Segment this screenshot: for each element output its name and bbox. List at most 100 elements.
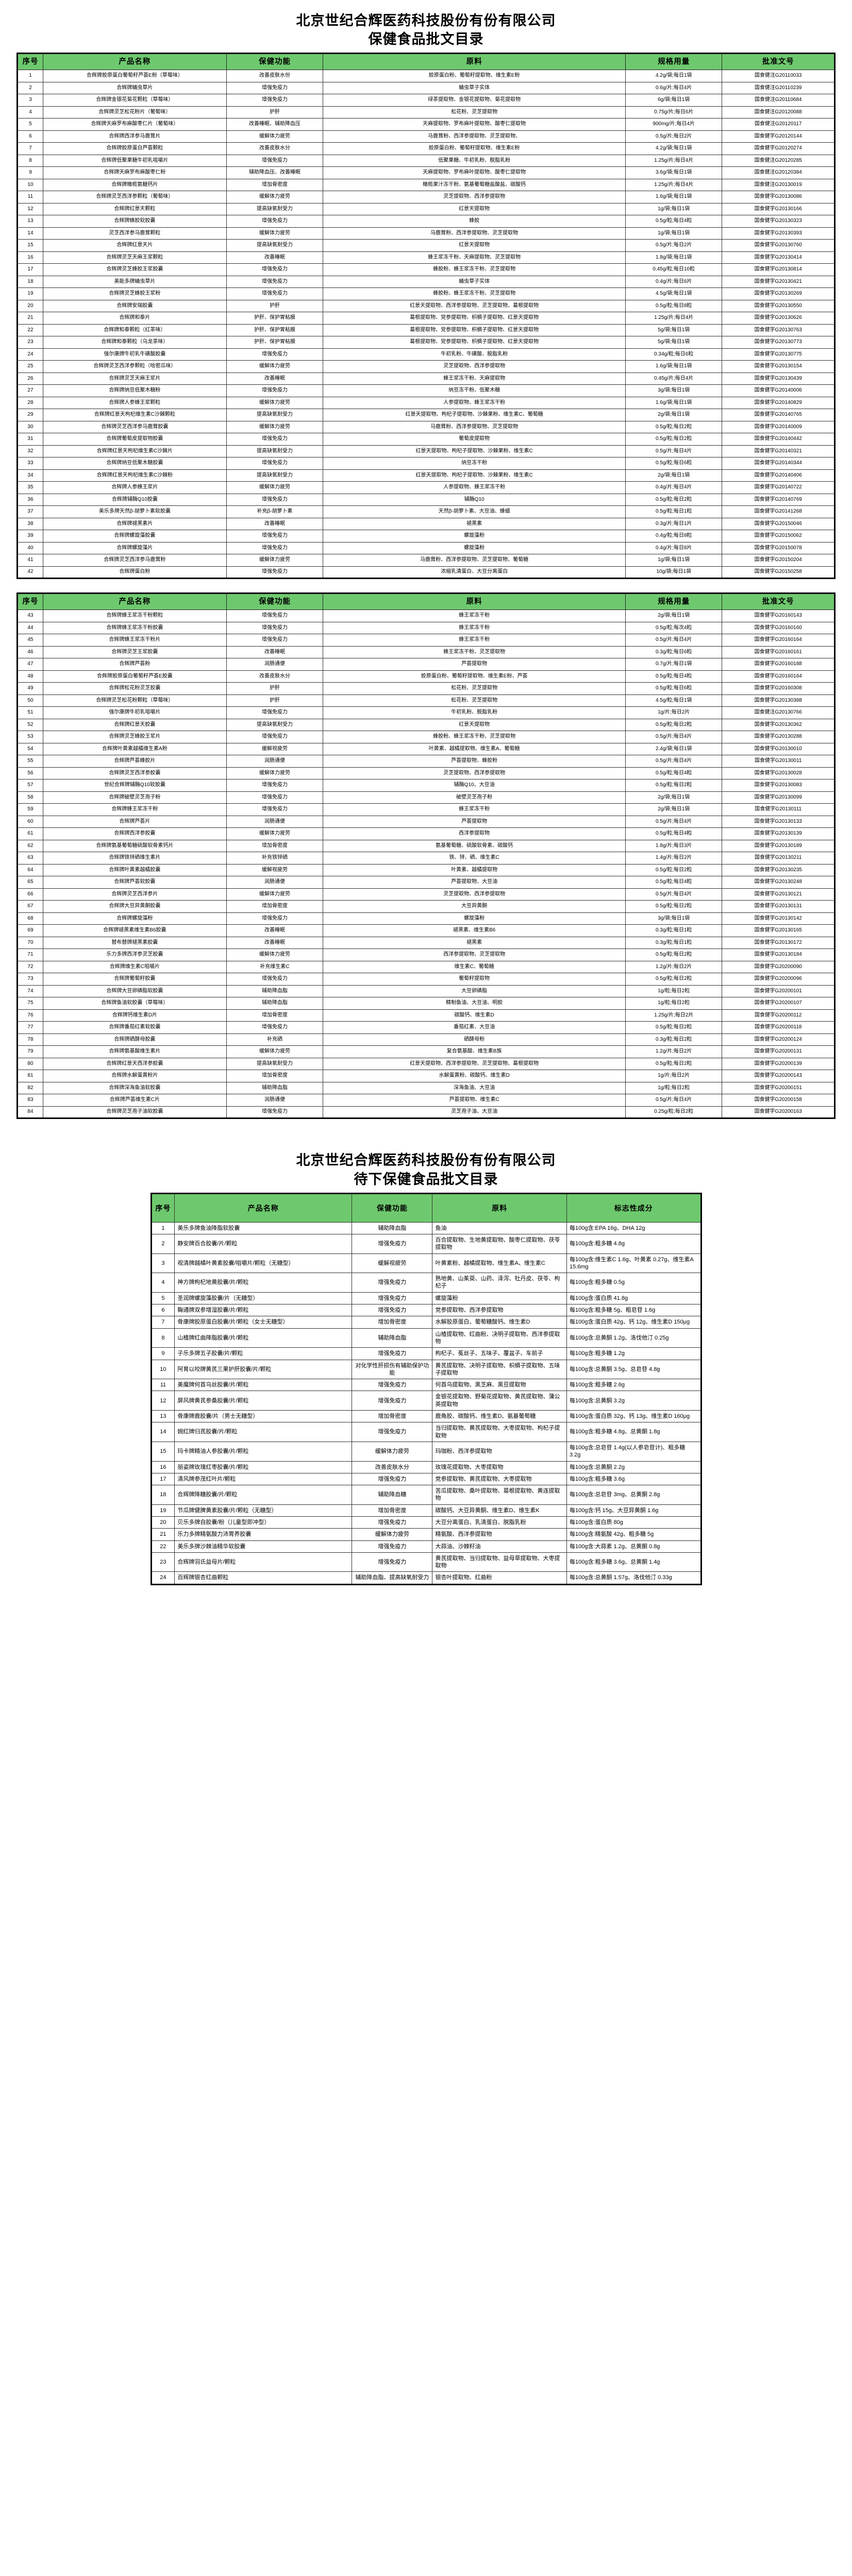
cell-spec-dosage: 1.6g/袋;每日1袋	[625, 191, 723, 204]
cell-raw-material: 马鹿茸粉、西洋参提取物、灵芝提取物、葡萄糖	[323, 554, 626, 567]
cell-health-function: 缓解体力疲劳	[226, 396, 324, 410]
cell-index: 38	[17, 517, 43, 531]
cell-health-function: 补充维生素C	[226, 960, 324, 974]
cell-index: 83	[17, 1094, 43, 1107]
cell-index: 20	[17, 299, 43, 313]
cell-spec-dosage: 1g/粒;每日2粒	[625, 985, 723, 998]
cell-product-name: 合辉牌螺旋藻粉	[42, 912, 227, 925]
cell-raw-material: 葡萄籽提取物	[323, 973, 626, 986]
table-row: 35 合辉牌人参蜂王浆片 缓解体力疲劳 人参提取物、蜂王浆冻干粉 0.4g/片;每日4片…	[17, 481, 835, 494]
table-row: 46 合辉牌灵芝王浆胶囊 改善睡眠 蜂王浆冻干粉、灵芝提取物 0.3g/粒;每日6粒 国食…	[17, 646, 835, 659]
cell-raw-material: 熟地黄、山茱萸、山药、泽泻、牡丹皮、茯苓、枸杞子	[432, 1273, 567, 1293]
cell-spec-dosage: 2.4g/袋;每日1袋	[625, 742, 723, 756]
cell-raw-material: 纳豆冻干粉、低聚木糖	[323, 384, 626, 397]
cell-spec-dosage: 0.5g/粒;每日4粒	[625, 767, 723, 780]
cell-marker-component: 每100g含:粗多糖 3.6g	[566, 1472, 701, 1486]
cell-health-function: 润肠通便	[226, 1094, 324, 1107]
cell-product-name: 合辉牌灵芝蜂胶王浆粉	[42, 287, 227, 300]
cell-product-name: 合辉牌红景天枸杞维生素C沙棘片	[42, 445, 227, 458]
cell-product-name: 合辉牌螺旋藻片	[42, 541, 227, 555]
cell-index: 76	[17, 1009, 43, 1022]
cell-health-function: 辅助降血脂、提高缺氧耐受力	[352, 1571, 433, 1585]
cell-health-function: 增加骨密度	[226, 1070, 324, 1082]
cell-product-name: 合辉牌番茄红素软胶囊	[42, 1021, 227, 1034]
table-row: 6 合辉牌西洋参马鹿茸片 缓解体力疲劳 马鹿茸粉、西洋参提取物、灵芝提取物、 0.5g/…	[17, 130, 835, 143]
cell-approval-number: 国食健字G20200096	[722, 973, 835, 986]
cell-product-name: 合辉牌胶原蛋白葡萄籽芦荟E胶囊	[42, 670, 227, 683]
cell-marker-component: 每100g含:粗多糖 2.6g	[566, 1379, 701, 1392]
table-row: 9 合辉牌天麻罗布麻酸枣仁粉 辅助降血压、改善睡眠 天麻提取物、罗布麻叶提取物、酸枣仁…	[17, 166, 835, 179]
cell-index: 37	[17, 505, 43, 518]
table-row: 30 合辉牌灵芝西洋参马鹿茸胶囊 缓解体力疲劳 马鹿茸粉、西洋参提取物、灵芝提取物 0.…	[17, 420, 835, 434]
cell-product-name: 合辉牌纳豆低聚木糖粉	[42, 384, 227, 397]
cell-approval-number: 国食健字G20160143	[722, 609, 835, 622]
cell-product-name: 合辉牌羽氏益母片/颗粒	[174, 1552, 353, 1572]
cell-index: 75	[17, 997, 43, 1010]
cell-approval-number: 国食健字G20130165	[722, 924, 835, 937]
cell-raw-material: 复合氨基酸、维生素B族	[323, 1045, 626, 1058]
cell-product-name: 合辉牌橄榄氨糖钙片	[42, 178, 227, 192]
cell-product-name: 合辉牌天麻罗布麻酸枣仁片（葡萄味）	[42, 118, 227, 131]
cell-health-function: 缓解体力疲劳	[226, 130, 324, 143]
cell-spec-dosage: 0.5g/粒;每日4粒	[625, 876, 723, 889]
cell-approval-number: 国食健字G20130288	[722, 731, 835, 743]
cell-approval-number: 国食健字G20130362	[722, 718, 835, 732]
section-a-title-line-1: 北京世纪合辉医药科技股份有份有限公司	[296, 13, 556, 28]
table-row: 26 合辉牌灵芝天麻王浆片 改善睡眠 蜂王浆冻干粉、天麻提取物 0.45g/片;每日4片…	[17, 372, 835, 385]
cell-spec-dosage: 0.5g/粒;每日4粒	[625, 670, 723, 683]
cell-index: 25	[17, 360, 43, 373]
cell-health-function: 缓解体力疲劳	[352, 1528, 433, 1541]
table-row: 53 合辉牌灵芝蜂胶王浆片 增强免疫力 蜂胶粉、蜂王浆冻干粉、灵芝提取物 0.5g/片;…	[17, 731, 835, 743]
cell-marker-component: 每100g含:总黄酮 3.2g	[566, 1391, 701, 1411]
table-row: 82 合辉牌深海鱼油软胶囊 辅助降血脂 深海鱼油、大豆油 1g/粒;每日2粒 国食健字G2…	[17, 1081, 835, 1095]
cell-health-function: 提高缺氧耐受力	[226, 718, 324, 732]
cell-index: 62	[17, 839, 43, 853]
cell-product-name: 合辉牌叶黄素越橘胶囊	[42, 863, 227, 877]
table-row: 20 贝乐多牌自胶囊/粉（儿童型即冲型） 增强免疫力 大豆分离蛋白、乳清蛋白、脱脂乳粉…	[151, 1516, 701, 1529]
cell-approval-number: 国食健字G20130760	[722, 239, 835, 252]
cell-health-function: 增强免疫力	[226, 433, 324, 446]
cell-product-name: 合辉牌灵芝天麻王浆片	[42, 372, 227, 385]
cell-product-name: 屏风牌黄芪参桑胶囊/片/颗粒	[174, 1391, 353, 1411]
table-row: 67 合辉牌大豆异黄酮胶囊 增加骨密度 大豆异黄酮 0.5g/粒;每日2粒 国食健字G20…	[17, 900, 835, 913]
cell-raw-material: 红景天提取物、西洋参提取物、灵芝提取物、葛根提取物	[323, 299, 626, 313]
cell-spec-dosage: 0.5g/粒;每日2粒	[625, 1021, 723, 1034]
cell-product-name: 鞠通牌双参增湿胶囊/片/颗粒	[174, 1304, 353, 1317]
cell-health-function: 缓解体力疲劳	[226, 888, 324, 901]
cell-raw-material: 蜂王浆冻干粉、天麻提取物	[323, 372, 626, 385]
cell-product-name: 合辉牌蛋白粉	[42, 566, 227, 579]
col-header-index: 序号	[151, 1193, 175, 1223]
cell-spec-dosage: 0.5g/粒;每日6粒	[625, 682, 723, 695]
cell-index: 3	[151, 1253, 175, 1274]
cell-approval-number: 国食健字G20130111	[722, 803, 835, 816]
cell-spec-dosage: 0.75g/片;每日6片	[625, 106, 723, 119]
cell-raw-material: 葡萄皮提取物	[323, 433, 626, 446]
cell-approval-number: 国食健字G20130814	[722, 263, 835, 276]
cell-product-name: 骨康牌鹿胶囊/片（男士无糖型）	[174, 1410, 353, 1423]
cell-approval-number: 国食健字G20160161	[722, 646, 835, 659]
cell-product-name: 合辉牌水解蛋黄粉片	[42, 1070, 227, 1082]
table-row: 84 合辉牌灵芝孢子油软胶囊 增强免疫力 灵芝孢子油、大豆油 0.25g/粒;每日2粒国…	[17, 1106, 835, 1119]
cell-product-name: 美乐多牌天然β-胡萝卜素软胶囊	[42, 505, 227, 518]
cell-raw-material: 芦荟提取物、蜂胶粉	[323, 755, 626, 768]
cell-approval-number: 国食健字G20150204	[722, 554, 835, 567]
table-row: 40 合辉牌螺旋藻片 增强免疫力 螺旋藻粉 0.4g/片;每日8片 国食健字G201500…	[17, 541, 835, 555]
approval-table-part1-body: 1 合辉牌胶原蛋白葡萄籽芦荟E粉（草莓味） 改善皮肤水份 胶原蛋白粉、葡萄籽提取物、维…	[17, 70, 835, 579]
cell-product-name: 合辉牌和泰颗粒（红茶味）	[42, 324, 227, 337]
cell-approval-number: 国食健字G20150078	[722, 541, 835, 555]
cell-health-function: 护肝、保护胃粘膜	[226, 324, 324, 337]
cell-raw-material: 蜂王浆冻干粉	[323, 621, 626, 635]
cell-product-name: 山楂牌红曲降脂胶囊/片/颗粒	[174, 1328, 353, 1348]
cell-marker-component: 每100g含:总黄酮 1.57g、洛伐他汀 0.33g	[566, 1571, 701, 1585]
cell-product-name: 合辉牌西洋参马鹿茸片	[42, 130, 227, 143]
cell-approval-number: 国食健字G20130184	[722, 948, 835, 961]
table-row: 37 美乐多牌天然β-胡萝卜素软胶囊 补充β-胡萝卜素 天然β-胡萝卜素、大豆油、蜂蜡…	[17, 505, 835, 518]
cell-index: 10	[151, 1359, 175, 1380]
cell-spec-dosage: 0.6g/片;每日4片	[625, 81, 723, 95]
cell-approval-number: 国食健注G20120117	[722, 118, 835, 131]
cell-approval-number: 国食健字G20130248	[722, 876, 835, 889]
cell-approval-number: 国食健字G20200158	[722, 1094, 835, 1107]
table-row: 60 合辉牌芦荟片 润肠通便 芦荟提取物 0.5g/片;每日4片 国食健字G2013013…	[17, 815, 835, 828]
cell-health-function: 润肠通便	[226, 876, 324, 889]
cell-index: 6	[17, 130, 43, 143]
